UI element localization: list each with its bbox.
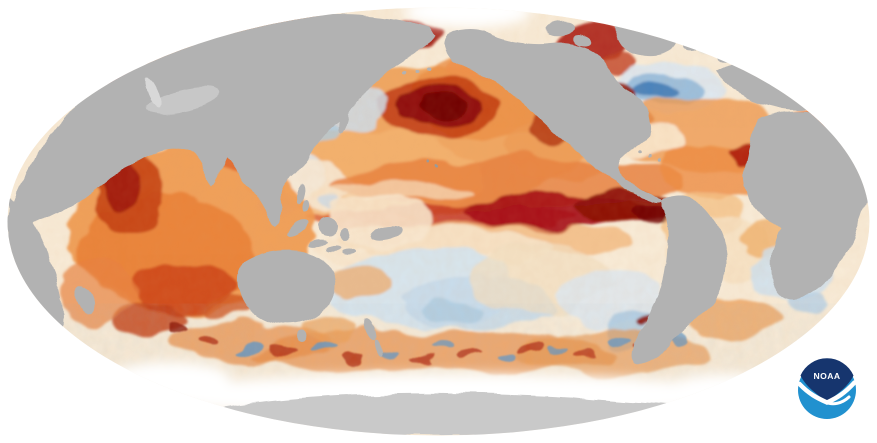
caspian-sea <box>145 77 161 107</box>
philippines <box>296 184 306 204</box>
new-guinea <box>369 225 403 241</box>
aleutian-island <box>404 70 408 74</box>
hawaii <box>434 164 438 168</box>
sakhalin-island <box>330 90 338 110</box>
new-zealand-south <box>372 338 382 356</box>
sumatra <box>287 219 309 237</box>
antarctic-peninsula <box>727 399 747 413</box>
british-isles <box>734 66 744 80</box>
continent-north-america <box>444 29 663 204</box>
hawaii <box>426 160 430 164</box>
southwest-asia-land <box>49 154 101 196</box>
noaa-logo-fan <box>800 358 854 402</box>
borneo <box>317 217 337 235</box>
java <box>307 239 325 247</box>
canadian-arctic-island <box>546 20 574 36</box>
new-zealand-north <box>362 318 374 340</box>
canadian-arctic-island <box>572 34 592 46</box>
madagascar <box>74 284 94 316</box>
continent-australia <box>238 249 336 325</box>
noaa-logo-gull-wing <box>823 395 851 406</box>
aleutian-island <box>428 64 432 68</box>
lesser-sunda <box>341 249 355 255</box>
aleutian-island <box>416 68 420 72</box>
sulawesi <box>339 228 349 240</box>
continent-eurasia <box>14 12 436 227</box>
iceland <box>683 42 697 50</box>
caribbean-island <box>638 150 642 154</box>
caribbean-island <box>648 154 652 158</box>
tasmania <box>297 332 307 342</box>
continent-south-america <box>631 195 727 364</box>
continents <box>7 12 870 364</box>
philippines <box>302 200 310 212</box>
caribbean-island <box>658 159 662 163</box>
tibet-highland <box>147 86 223 114</box>
kamchatka-peninsula <box>315 73 331 107</box>
noaa-logo-text: NOAA <box>814 371 841 381</box>
japan-islands <box>338 108 348 134</box>
lesser-sunda <box>324 244 340 252</box>
noaa-logo: NOAA <box>797 358 857 419</box>
continent-africa <box>743 112 870 302</box>
